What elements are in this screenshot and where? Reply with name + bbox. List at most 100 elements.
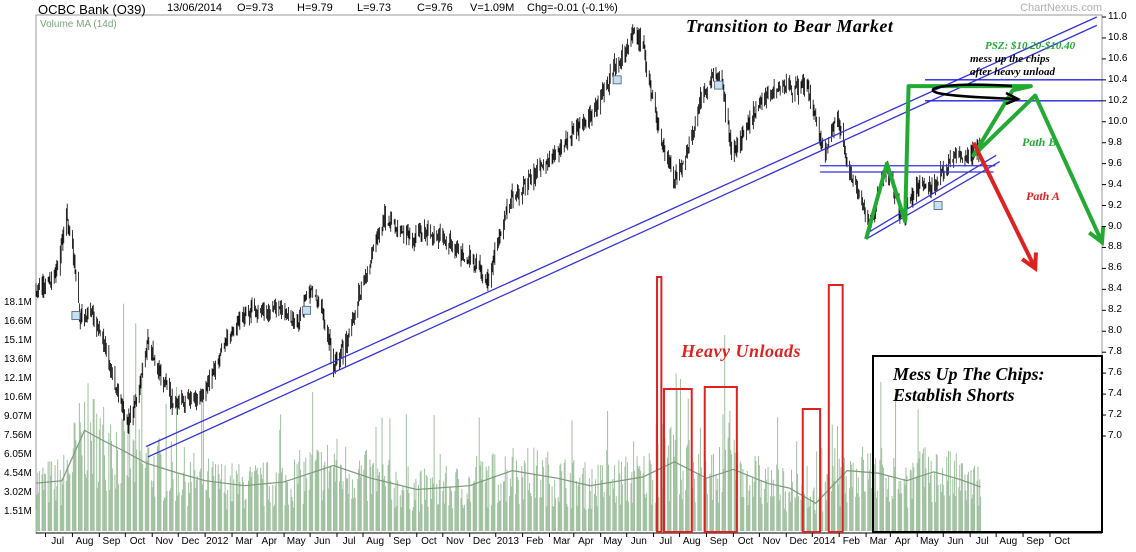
path-a-line [971,141,1038,270]
trendline [865,160,1000,240]
x-tick-label: Feb [842,536,860,547]
price-marker [71,311,81,320]
x-tick-label: Jul [659,536,673,547]
x-tick-label: Mar [553,536,571,547]
volume-tick-label: 4.54M [4,467,32,479]
volume-tick-label: 3.02M [4,487,32,498]
volume-tick-label: 6.05M [4,448,32,460]
price-tick-label: 9.0 [1108,220,1122,232]
x-tick-label: Oct [129,536,146,547]
x-tick-label: Dec [789,536,808,547]
price-tick-label: 10.0 [1108,115,1128,127]
annotation-psz: PSZ: $10.20-$10.40 [985,40,1076,52]
price-tick-label: 8.8 [1108,241,1122,253]
price-tick-label: 9.4 [1108,178,1122,190]
annotation-title: Transition to Bear Market [686,16,894,36]
annotation-mess-line2: after heavy unload [970,66,1055,78]
price-tick-label: 10.4 [1108,73,1128,85]
price-marker [714,80,724,90]
x-tick-label: May [919,536,939,547]
volume-tick-label: 18.1M [4,297,32,309]
annotation-box-line2: Establish Shorts [893,385,1015,405]
x-tick-label: Oct [421,536,437,547]
price-tick-label: 7.2 [1108,409,1122,421]
path-a-arrowhead [1020,252,1038,273]
x-tick-label: Sep [102,536,121,547]
price-tick-label: 9.6 [1108,157,1122,169]
x-tick-label: Apr [578,536,594,547]
price-tick-label: 10.8 [1108,31,1128,43]
price-marker [302,305,312,315]
x-tick-label: Apr [894,536,911,547]
x-tick-label: Sep [709,536,728,547]
price-tick-label: 9.2 [1108,199,1122,211]
trendline [865,154,997,235]
x-tick-label: 2012 [206,536,229,547]
annotation-heavy-unloads: Heavy Unloads [681,341,801,361]
x-tick-label: Jul [975,536,989,547]
price-tick-label: 10.2 [1108,94,1128,106]
volume-ma-label: Volume MA (14d) [40,19,117,30]
x-tick-label: Nov [155,536,174,547]
x-tick-label: 2014 [813,536,836,547]
volume-tick-label: 7.56M [4,429,32,441]
volume-tick-label: 9.07M [4,410,32,422]
price-tick-label: 7.8 [1108,346,1122,358]
low-price: L=9.73 [357,2,391,14]
x-tick-label: Feb [526,536,544,547]
psz-arrow [931,83,1019,101]
price-tick-label: 8.6 [1108,262,1122,274]
x-tick-label: Aug [682,536,701,547]
x-tick-label: Oct [737,536,754,547]
x-tick-label: Jun [314,536,331,547]
x-tick-label: Nov [446,536,464,547]
price-tick-label: 7.6 [1108,367,1122,379]
volume-tick-label: 16.6M [4,316,32,328]
price-tick-label: 8.4 [1108,283,1122,295]
close-price: C=9.76 [417,2,453,14]
price-tick-label: 7.0 [1108,430,1122,441]
unload-box [703,386,738,533]
unload-box [827,284,844,533]
x-tick-label: Aug [75,536,94,547]
x-tick-label: Sep [1026,536,1045,547]
psz-arrowhead [1005,91,1022,106]
x-tick-label: Jun [630,536,647,547]
open-price: O=9.73 [237,2,274,14]
volume-ma-line [35,429,981,505]
volume-tick-label: 12.1M [4,372,32,384]
x-tick-label: Aug [366,536,385,547]
path-b-arrowhead [1087,226,1106,247]
path-b-line [864,84,1104,244]
x-tick-label: May [286,536,306,547]
watermark: ChartNexus.com [1020,2,1102,14]
volume-tick-label: 1.51M [4,506,32,517]
change-value: Chg=-0.01 (-0.1%) [527,2,618,14]
x-tick-label: 2013 [496,536,519,547]
price-tick-label: 8.0 [1108,325,1122,337]
high-price: H=9.79 [297,2,333,14]
x-tick-label: May [603,536,623,547]
x-tick-label: Aug [999,536,1018,547]
x-tick-label: Jun [947,536,964,547]
annotation-box-line1: Mess Up The Chips: [893,364,1045,384]
volume-tick-label: 10.6M [4,391,32,403]
volume-tick-label: 13.6M [4,353,32,365]
unload-box [662,388,693,533]
stock-name: OCBC Bank (O39) [38,2,146,17]
x-tick-label: Jul [51,536,65,547]
price-tick-label: 7.4 [1108,388,1122,400]
price-tick-label: 9.8 [1108,136,1122,148]
annotation-path-b: Path B [1022,135,1057,149]
x-tick-label: Nov [762,536,781,547]
x-tick-label: Dec [181,536,200,547]
annotation-path-a: Path A [1026,189,1060,203]
price-tick-label: 8.2 [1108,304,1122,316]
x-tick-label: Mar [235,536,253,547]
x-tick-label: Sep [393,536,411,547]
price-marker [612,75,622,85]
unload-box [656,276,663,533]
volume-value: V=1.09M [470,2,515,14]
price-tick-label: 10.6 [1108,52,1128,64]
